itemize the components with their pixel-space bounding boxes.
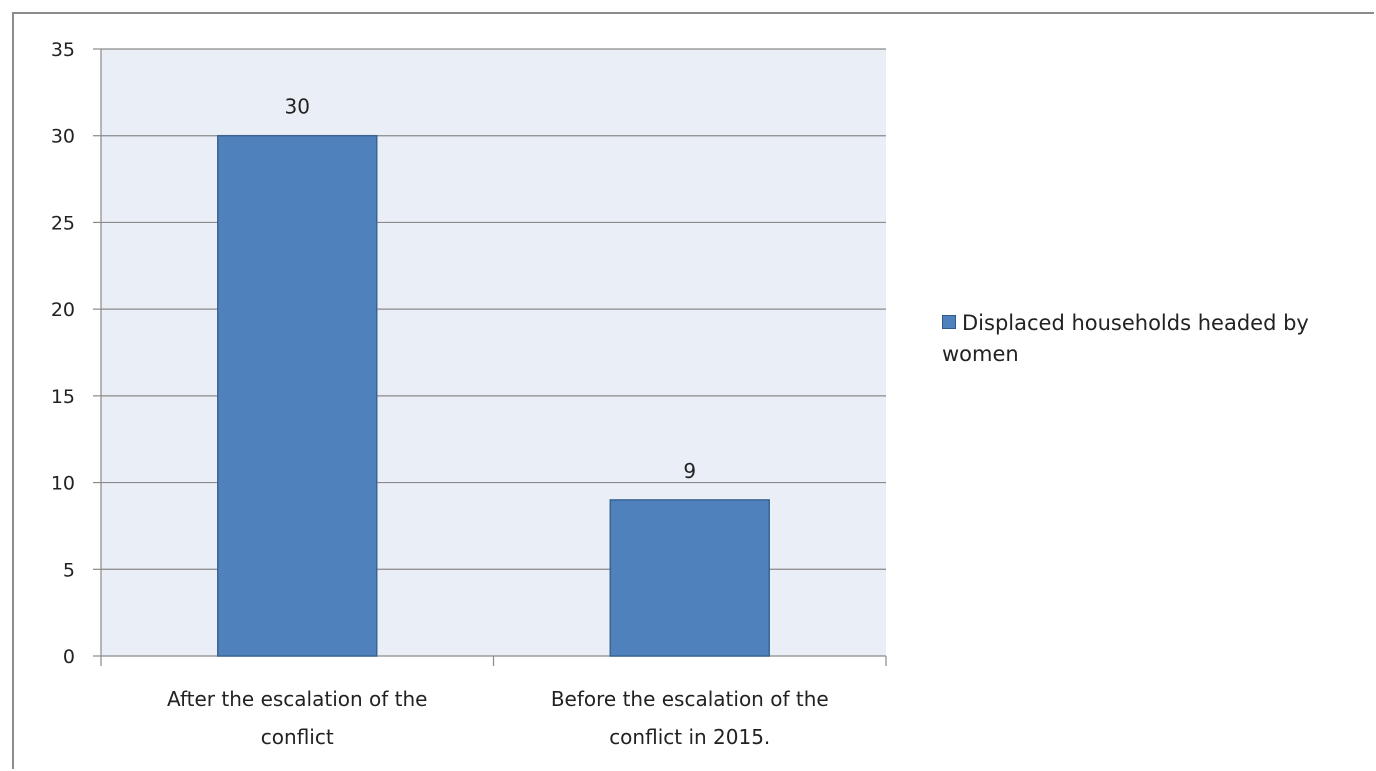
y-tick-label: 5 [63, 559, 75, 581]
y-tick-label: 10 [51, 473, 75, 495]
bar [609, 499, 770, 657]
legend: Displaced households headed by women [942, 308, 1372, 370]
labels: 0 5 10 15 20 25 30 35 30 After the escalation of … [51, 39, 829, 749]
y-tick-label: 20 [51, 299, 75, 321]
legend-swatch [942, 315, 956, 329]
y-tick-label: 35 [51, 39, 75, 61]
y-tick-label: 15 [51, 386, 75, 408]
bar [217, 134, 378, 657]
y-tick-label: 0 [63, 646, 75, 668]
chart-frame [12, 12, 1374, 769]
data-label: 30 [285, 95, 310, 119]
y-tick-label: 30 [51, 126, 75, 148]
legend-label: Displaced households headed by women [942, 311, 1309, 366]
bars [217, 134, 770, 657]
x-category-label: After the escalation of the conflict [167, 687, 427, 749]
data-label: 9 [683, 459, 696, 483]
y-tick-label: 25 [51, 212, 75, 234]
x-category-label: Before the escalation of the conflict in … [551, 687, 829, 749]
